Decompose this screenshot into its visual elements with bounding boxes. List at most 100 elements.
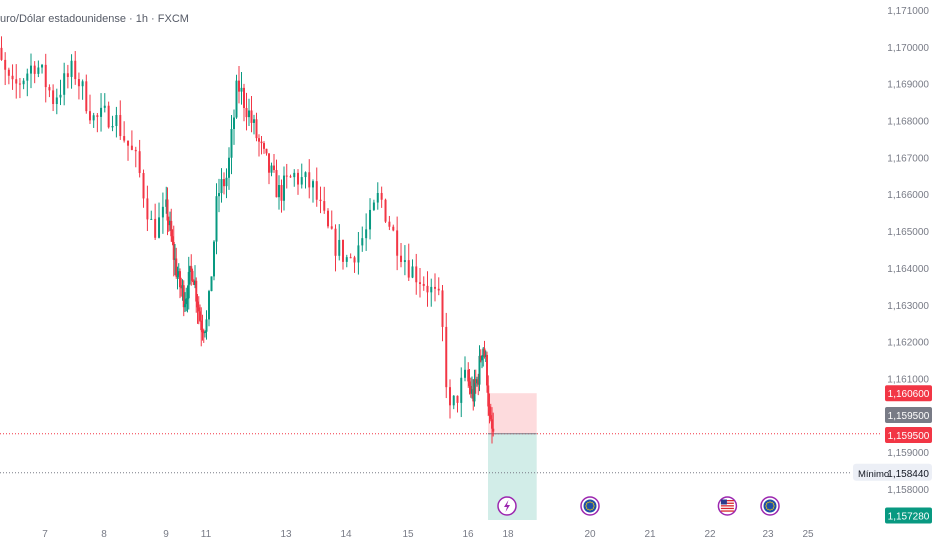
candle-body — [473, 379, 476, 402]
candle-body — [258, 138, 260, 142]
lightning-icon[interactable] — [497, 496, 517, 516]
x-tick-label: 18 — [502, 529, 514, 540]
candle-body — [334, 228, 337, 256]
candle-body — [185, 298, 188, 305]
y-tick-label: 1,169000 — [887, 80, 929, 91]
candle-body — [270, 165, 273, 173]
candle-body — [169, 220, 171, 226]
y-tick-label: 1,158000 — [887, 485, 929, 496]
candle-body — [369, 209, 372, 230]
candle-body — [308, 172, 311, 188]
candle-body — [327, 210, 329, 227]
y-tick-label: 1,171000 — [887, 6, 929, 17]
candle-body — [407, 260, 410, 278]
candle-body — [218, 193, 220, 197]
candle-body — [483, 348, 486, 357]
candle-body — [181, 285, 184, 289]
candle-body — [199, 311, 201, 321]
candle-body — [107, 105, 110, 128]
candle-body — [215, 196, 218, 242]
us-flag-icon[interactable] — [717, 496, 738, 516]
candle-body — [323, 201, 326, 211]
candle-body — [59, 94, 62, 98]
eu-flag-icon[interactable] — [760, 496, 780, 516]
eu-flag-icon[interactable] — [580, 496, 600, 516]
candle-body — [283, 175, 285, 201]
candle-body — [201, 330, 204, 333]
candle-body — [154, 218, 157, 238]
candle-body — [230, 129, 233, 158]
x-tick-label: 16 — [462, 529, 474, 540]
candle-body — [123, 136, 126, 141]
candle-body — [26, 73, 29, 81]
candle-body — [223, 179, 225, 187]
candle-body — [312, 181, 314, 188]
candle-body — [481, 356, 483, 361]
candle-body — [349, 257, 352, 259]
candle-body — [300, 177, 303, 185]
target-price-label-bg — [885, 507, 932, 524]
candle-body — [471, 389, 473, 394]
candle-body — [477, 379, 480, 385]
y-tick-label: 1,165000 — [887, 227, 929, 238]
candle-body — [388, 221, 391, 227]
candle-body — [338, 239, 341, 256]
candle-body — [192, 280, 195, 285]
candle-body — [130, 145, 133, 150]
candle-body — [166, 199, 169, 221]
candle-body — [182, 285, 185, 308]
candle-body — [11, 75, 14, 80]
candle-body — [460, 377, 463, 403]
candle-body — [238, 80, 240, 92]
candle-body — [243, 87, 245, 109]
candle-body — [482, 348, 485, 357]
candle-body — [208, 291, 210, 320]
candle-body — [365, 229, 368, 239]
candle-body — [96, 115, 99, 117]
candle-body — [255, 119, 258, 139]
candle-body — [127, 140, 130, 146]
candle-body — [357, 245, 360, 263]
candle-body — [476, 379, 478, 384]
x-tick-label: 21 — [644, 529, 656, 540]
candle-body — [228, 157, 230, 178]
candle-body — [419, 282, 421, 284]
candle-body — [376, 192, 379, 203]
candle-body — [289, 176, 292, 178]
candle-body — [484, 354, 487, 357]
current-price-label: 1,159500 — [888, 411, 930, 422]
candle-body — [464, 369, 466, 378]
candle-body — [275, 170, 278, 198]
x-tick-label: 13 — [280, 529, 292, 540]
x-tick-label: 7 — [42, 529, 48, 540]
candle-body — [63, 73, 66, 95]
y-tick-label: 1,167000 — [887, 153, 929, 164]
target-price-label: 1,157280 — [888, 512, 930, 523]
stop-zone — [488, 393, 537, 434]
candle-body — [0, 47, 3, 60]
candle-body — [380, 192, 383, 200]
y-tick-label: 1,170000 — [887, 43, 929, 54]
candle-body — [103, 105, 106, 108]
candle-body — [81, 81, 84, 87]
candle-body — [280, 185, 283, 201]
candle-body — [174, 258, 176, 260]
candle-body — [273, 165, 275, 171]
candle-body — [196, 301, 199, 308]
candle-body — [44, 64, 47, 88]
candle-body — [119, 115, 122, 137]
candle-body — [434, 286, 436, 289]
x-tick-label: 14 — [340, 529, 352, 540]
candle-body — [392, 226, 395, 231]
candle-body — [180, 287, 183, 289]
candle-body — [384, 199, 387, 222]
candle-body — [449, 387, 451, 406]
current-price-label-bg — [885, 407, 932, 423]
candle-body — [33, 65, 36, 74]
y-tick-label: 1,166000 — [887, 190, 929, 201]
candle-body — [411, 266, 414, 278]
candle-body — [186, 298, 189, 300]
candle-body — [55, 97, 58, 105]
